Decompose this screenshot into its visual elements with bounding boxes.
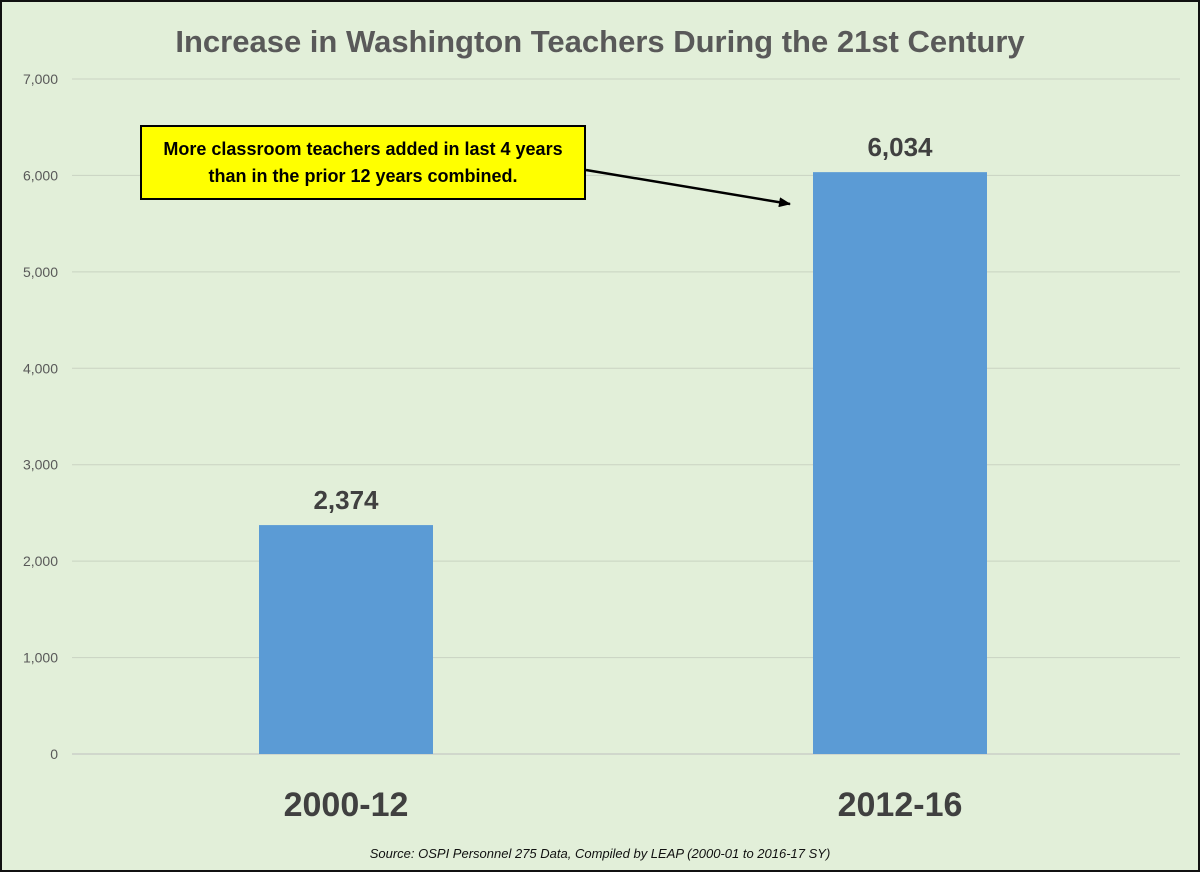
annotation-line-1: More classroom teachers added in last 4 …	[163, 139, 562, 159]
data-label: 6,034	[867, 132, 933, 162]
bar-2000-12	[259, 525, 433, 754]
y-tick-label: 6,000	[23, 167, 58, 183]
y-tick-label: 5,000	[23, 264, 58, 280]
x-axis-ticks: 2000-12 2012-16	[284, 786, 963, 824]
gridlines	[72, 78, 1180, 755]
x-tick-label: 2000-12	[284, 786, 409, 824]
y-tick-label: 4,000	[23, 360, 58, 376]
source-note: Source: OSPI Personnel 275 Data, Compile…	[370, 846, 831, 861]
annotation-box	[140, 125, 586, 200]
y-tick-label: 7,000	[23, 71, 58, 87]
data-labels: 2,374 6,034	[313, 132, 933, 515]
annotation-arrow	[585, 168, 791, 208]
annotation-line-2: than in the prior 12 years combined.	[208, 166, 517, 186]
y-tick-label: 3,000	[23, 457, 58, 473]
y-tick-label: 2,000	[23, 553, 58, 569]
annotation-callout: More classroom teachers added in last 4 …	[140, 125, 791, 208]
bars	[259, 172, 987, 754]
bar-2012-16	[813, 172, 987, 754]
chart-title: Increase in Washington Teachers During t…	[175, 24, 1025, 59]
x-tick-label: 2012-16	[838, 786, 963, 824]
y-tick-label: 0	[50, 746, 58, 762]
y-tick-label: 1,000	[23, 650, 58, 666]
y-axis-ticks: 0 1,000 2,000 3,000 4,000 5,000 6,000 7,000	[23, 71, 58, 762]
data-label: 2,374	[313, 485, 379, 515]
